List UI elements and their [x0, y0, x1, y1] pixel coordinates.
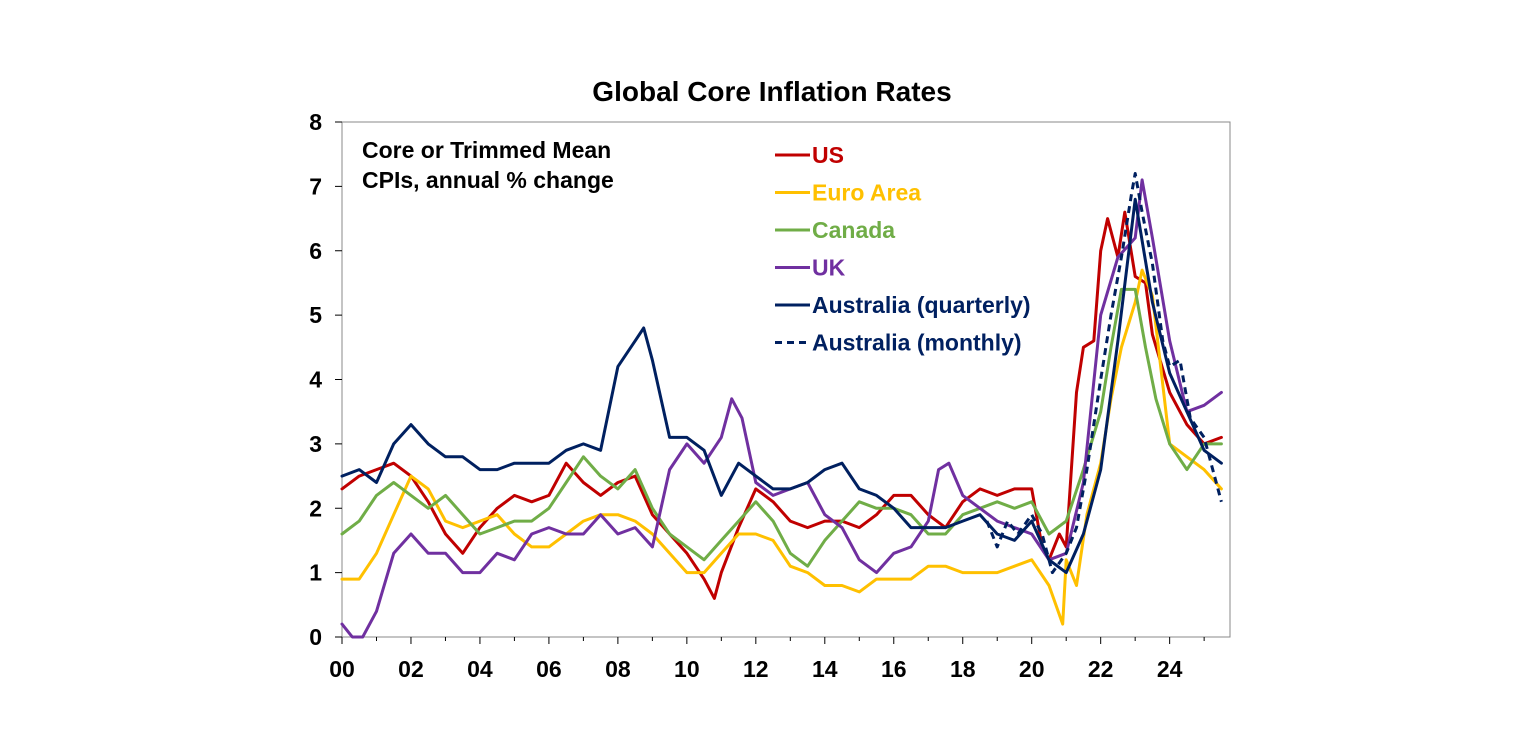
legend-label: Australia (monthly) [812, 330, 1022, 356]
x-tick-label: 24 [1157, 656, 1183, 682]
x-tick-label: 14 [812, 656, 838, 682]
x-tick-label: 02 [398, 656, 424, 682]
y-tick-label: 5 [309, 302, 322, 328]
series-line-euro-area [340, 268, 1223, 626]
series-line-australia-quarterly [340, 197, 1223, 575]
x-axis: 00 02 04 06 08 10 12 14 16 18 20 22 24 [329, 637, 1205, 682]
series-layer [340, 172, 1223, 639]
y-tick-label: 4 [309, 367, 322, 393]
x-tick-label: 12 [743, 656, 769, 682]
series-line-canada [340, 287, 1223, 568]
x-tick-label: 04 [467, 656, 493, 682]
legend: US Euro Area Canada UK Australia (quarterly)… [775, 142, 1031, 356]
y-axis: 0 1 2 3 4 5 6 7 8 [309, 109, 342, 650]
x-tick-label: 00 [329, 656, 355, 682]
x-tick-label: 16 [881, 656, 907, 682]
series-line-uk [340, 178, 1223, 639]
legend-label: UK [812, 255, 846, 281]
legend-label: Canada [812, 217, 895, 243]
y-tick-label: 8 [309, 109, 322, 135]
y-tick-label: 3 [309, 431, 322, 457]
x-tick-label: 20 [1019, 656, 1045, 682]
y-tick-label: 1 [309, 560, 322, 586]
chart-annotation-line-2: CPIs, annual % change [362, 167, 614, 193]
legend-label: Euro Area [812, 180, 921, 206]
chart-annotation-line-1: Core or Trimmed Mean [362, 137, 611, 163]
legend-label: Australia (quarterly) [812, 292, 1031, 318]
x-tick-label: 18 [950, 656, 976, 682]
series-line-australia-monthly [985, 172, 1223, 575]
y-tick-label: 7 [309, 173, 322, 199]
series-line-us [340, 210, 1223, 600]
y-tick-label: 0 [309, 624, 322, 650]
legend-label: US [812, 142, 844, 168]
chart-title: Global Core Inflation Rates [592, 76, 951, 107]
x-tick-label: 06 [536, 656, 562, 682]
x-tick-label: 22 [1088, 656, 1114, 682]
x-tick-label: 10 [674, 656, 700, 682]
y-tick-label: 6 [309, 238, 322, 264]
x-tick-label: 08 [605, 656, 631, 682]
y-tick-label: 2 [309, 495, 322, 521]
